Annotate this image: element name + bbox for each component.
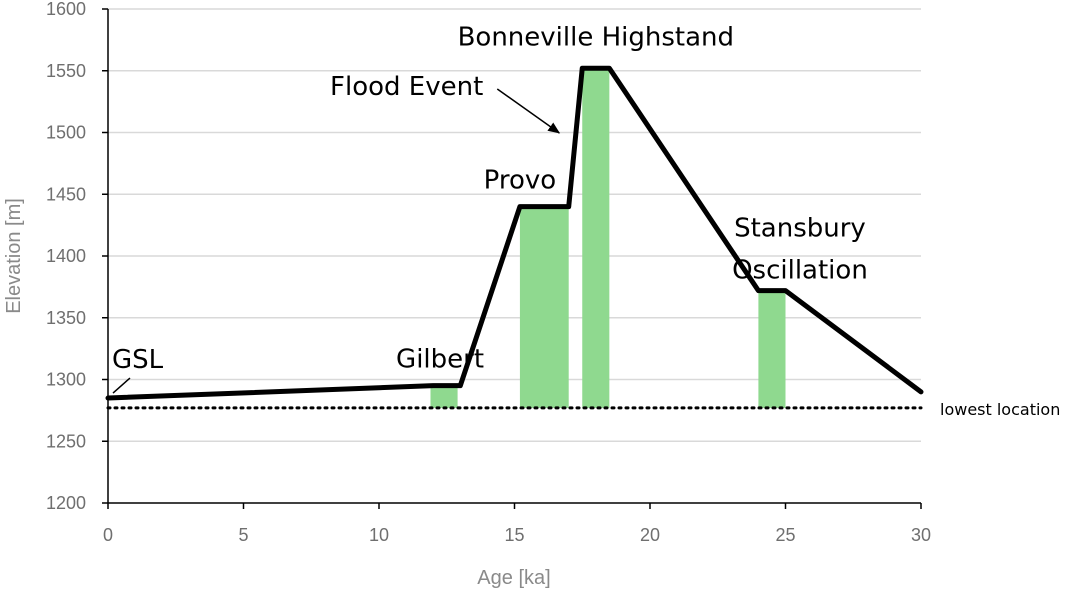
y-tick-label: 1200 — [46, 493, 86, 513]
x-tick-label: 5 — [238, 525, 248, 545]
y-tick-label: 1500 — [46, 123, 86, 143]
tick-labels: 1200 1250 1300 1350 1400 1450 1500 1550 1600 0 5 10… — [46, 0, 931, 545]
highstand-bar — [582, 68, 610, 408]
highstand-bars — [430, 68, 786, 408]
lake-level-line — [105, 65, 924, 401]
annotation-label: Stansbury Oscillation — [732, 214, 868, 286]
annotation-label: Bonneville Highstand — [458, 22, 734, 52]
y-axis-title: Elevation [m] — [3, 198, 25, 314]
x-tick-label: 10 — [369, 525, 389, 545]
x-tick-label: 30 — [911, 525, 931, 545]
series-lines — [105, 65, 924, 401]
x-tick-label: 25 — [775, 525, 795, 545]
axes — [102, 8, 922, 509]
highstand-bar — [758, 290, 786, 408]
y-tick-label: 1550 — [46, 61, 86, 81]
annotation-line: Provo — [484, 166, 557, 196]
y-tick-label: 1350 — [46, 308, 86, 328]
x-tick-label: 0 — [103, 525, 113, 545]
annotation-label: Gilbert — [396, 345, 484, 375]
x-axis-title: Age [ka] — [477, 567, 550, 589]
annotations: GSL Gilbert Provo Bonneville Highstand Flood… — [112, 22, 868, 394]
x-tick-label: 15 — [504, 525, 524, 545]
annotation-arrow — [496, 88, 561, 134]
y-tick-label: 1400 — [46, 246, 86, 266]
annotation-line: Flood Event — [330, 72, 483, 102]
y-tick-label: 1600 — [46, 0, 86, 19]
reference-line-group: lowest location — [106, 400, 1060, 419]
annotation-leader — [112, 377, 131, 394]
annotation-line: Stansbury — [734, 214, 866, 244]
annotation-label: Flood Event — [330, 72, 483, 102]
annotation-line: Bonneville Highstand — [458, 22, 734, 52]
highstand-bar — [430, 385, 458, 408]
y-tick-label: 1300 — [46, 370, 86, 390]
annotation-label: GSL — [112, 345, 164, 375]
y-tick-label: 1250 — [46, 431, 86, 451]
annotation-line: Gilbert — [396, 345, 484, 375]
annotation-label: Provo — [484, 166, 557, 196]
highstand-bar — [519, 206, 569, 408]
y-tick-label: 1450 — [46, 184, 86, 204]
reference-line-label: lowest location — [940, 400, 1060, 419]
gridlines — [108, 8, 921, 442]
annotation-line: Oscillation — [732, 256, 868, 286]
x-tick-label: 20 — [640, 525, 660, 545]
annotation-line: GSL — [112, 345, 164, 375]
